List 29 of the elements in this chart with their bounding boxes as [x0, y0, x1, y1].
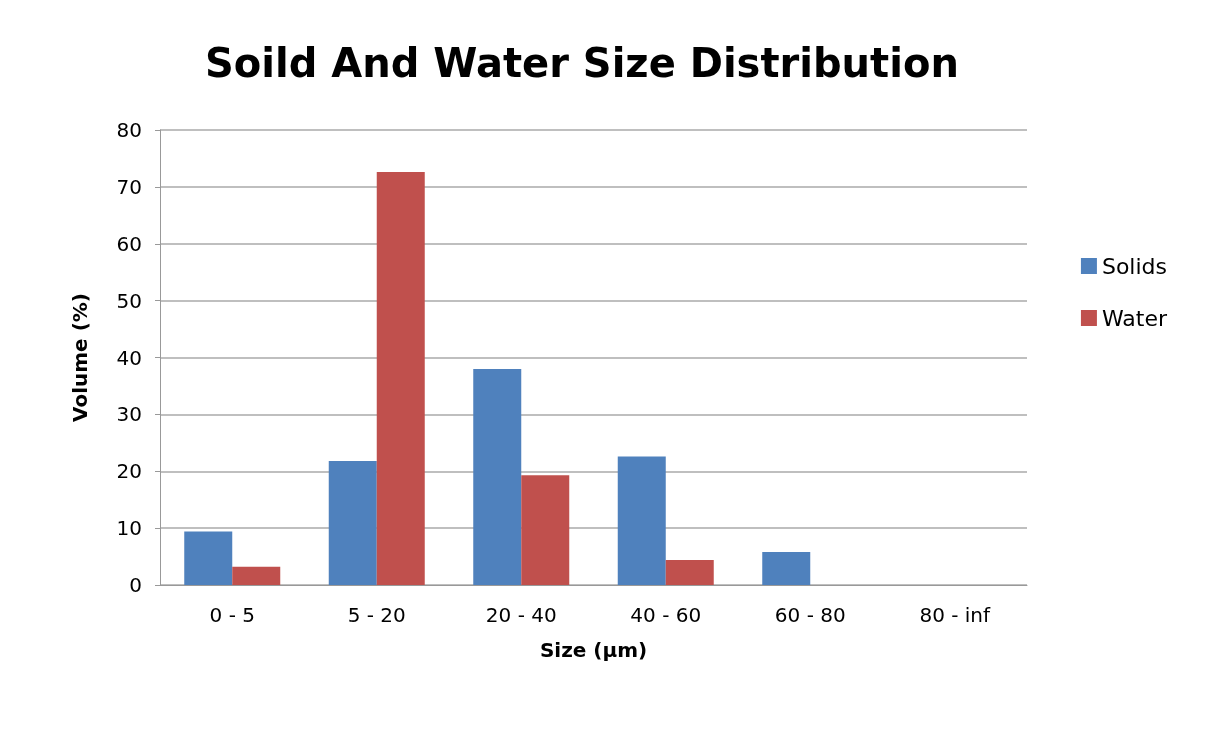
y-tick-label: 20: [116, 459, 142, 484]
bar: [473, 368, 522, 585]
legend-label: Water: [1101, 305, 1168, 331]
x-tick-label: 20 - 40: [485, 603, 557, 627]
legend-label: Solids: [1101, 253, 1167, 279]
y-tick-label: 10: [116, 516, 142, 541]
x-tick-label: 40 - 60: [630, 603, 702, 627]
bar: [184, 531, 233, 585]
x-tick-label: 80 - inf: [919, 603, 992, 627]
bar: [521, 475, 570, 585]
y-tick-label: 0: [129, 573, 142, 597]
x-tick-label: 5 - 20: [347, 603, 406, 627]
x-tick-label: 0 - 5: [209, 603, 255, 627]
bar: [617, 456, 666, 585]
chart-title: Soild And Water Size Distribution: [205, 40, 959, 86]
y-tick-label: 30: [116, 402, 142, 427]
x-axis-title: Size (µm): [539, 638, 648, 662]
y-tick-label: 80: [116, 118, 142, 142]
bar: [328, 461, 377, 585]
y-axis-title: Volume (%): [68, 293, 92, 422]
x-tick-label: 60 - 80: [774, 603, 846, 627]
y-tick-label: 40: [116, 345, 142, 370]
y-tick-label: 60: [116, 231, 142, 256]
bar: [762, 552, 811, 585]
y-tick-label: 70: [116, 174, 142, 199]
bar: [376, 172, 425, 585]
bar: [232, 566, 281, 585]
bar: [665, 559, 714, 585]
y-tick-label: 50: [116, 288, 142, 313]
